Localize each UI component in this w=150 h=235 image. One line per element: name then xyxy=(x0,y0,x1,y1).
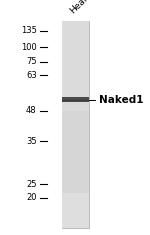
Text: Naked1: Naked1 xyxy=(99,95,144,105)
Bar xyxy=(61,21,88,228)
Bar xyxy=(61,21,88,28)
Text: 48: 48 xyxy=(26,106,37,115)
Bar xyxy=(62,100,88,101)
Bar xyxy=(61,35,88,42)
Text: 20: 20 xyxy=(26,193,37,202)
Text: 25: 25 xyxy=(26,180,37,189)
Bar xyxy=(61,41,88,49)
Bar xyxy=(61,131,88,138)
Bar xyxy=(61,152,88,159)
Bar xyxy=(61,145,88,152)
Bar xyxy=(61,186,88,193)
Bar xyxy=(61,138,88,145)
Bar xyxy=(61,221,88,228)
Bar xyxy=(61,62,88,69)
Text: 63: 63 xyxy=(26,71,37,80)
Bar xyxy=(61,179,88,187)
Text: Heart: Heart xyxy=(69,0,93,15)
Bar xyxy=(61,159,88,166)
Bar xyxy=(61,172,88,180)
Bar xyxy=(61,214,88,221)
Bar xyxy=(61,200,88,207)
Bar xyxy=(61,27,88,35)
Bar xyxy=(61,76,88,83)
Text: 135: 135 xyxy=(21,26,37,35)
Bar xyxy=(61,97,88,102)
Text: 75: 75 xyxy=(26,57,37,66)
Text: 35: 35 xyxy=(26,137,37,145)
Bar xyxy=(61,97,88,104)
Bar xyxy=(61,69,88,76)
Bar xyxy=(61,55,88,63)
Bar xyxy=(61,207,88,214)
Text: 100: 100 xyxy=(21,43,37,51)
Bar xyxy=(61,193,88,200)
Bar xyxy=(61,103,88,111)
Bar xyxy=(61,90,88,97)
Bar xyxy=(61,110,88,118)
Bar xyxy=(61,117,88,125)
Bar xyxy=(61,48,88,56)
Bar xyxy=(61,165,88,173)
Bar xyxy=(61,83,88,90)
Bar xyxy=(61,124,88,131)
